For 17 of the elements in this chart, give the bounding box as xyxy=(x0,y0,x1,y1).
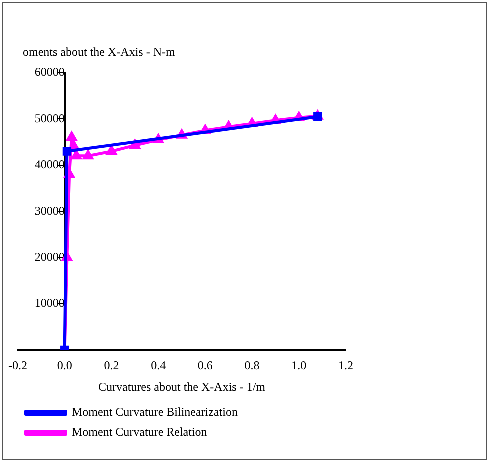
x-tick-label: 0.6 xyxy=(198,358,213,373)
legend-label: Moment Curvature Bilinearization xyxy=(72,405,238,420)
legend-label: Moment Curvature Relation xyxy=(72,425,208,440)
x-tick-label: -0.2 xyxy=(8,358,28,373)
y-tick-label: 50000 xyxy=(34,111,65,126)
x-tick-label: 0.2 xyxy=(104,358,120,373)
x-axis-title: Curvatures about the X-Axis - 1/m xyxy=(98,380,266,394)
y-tick-label: 30000 xyxy=(34,204,65,218)
y-tick-label: 60000 xyxy=(34,65,65,80)
y-tick-label: 40000 xyxy=(34,158,65,172)
y-axis-title: oments about the X-Axis - N-m xyxy=(23,45,176,60)
y-tick-label: 10000 xyxy=(34,296,65,310)
x-tick-label: 0.4 xyxy=(151,358,166,373)
x-tick-label: 0.0 xyxy=(57,358,72,373)
x-tick-label: 1.2 xyxy=(338,358,354,373)
x-tick-label: 0.8 xyxy=(244,358,260,373)
x-tick-label: 1.0 xyxy=(292,358,307,373)
